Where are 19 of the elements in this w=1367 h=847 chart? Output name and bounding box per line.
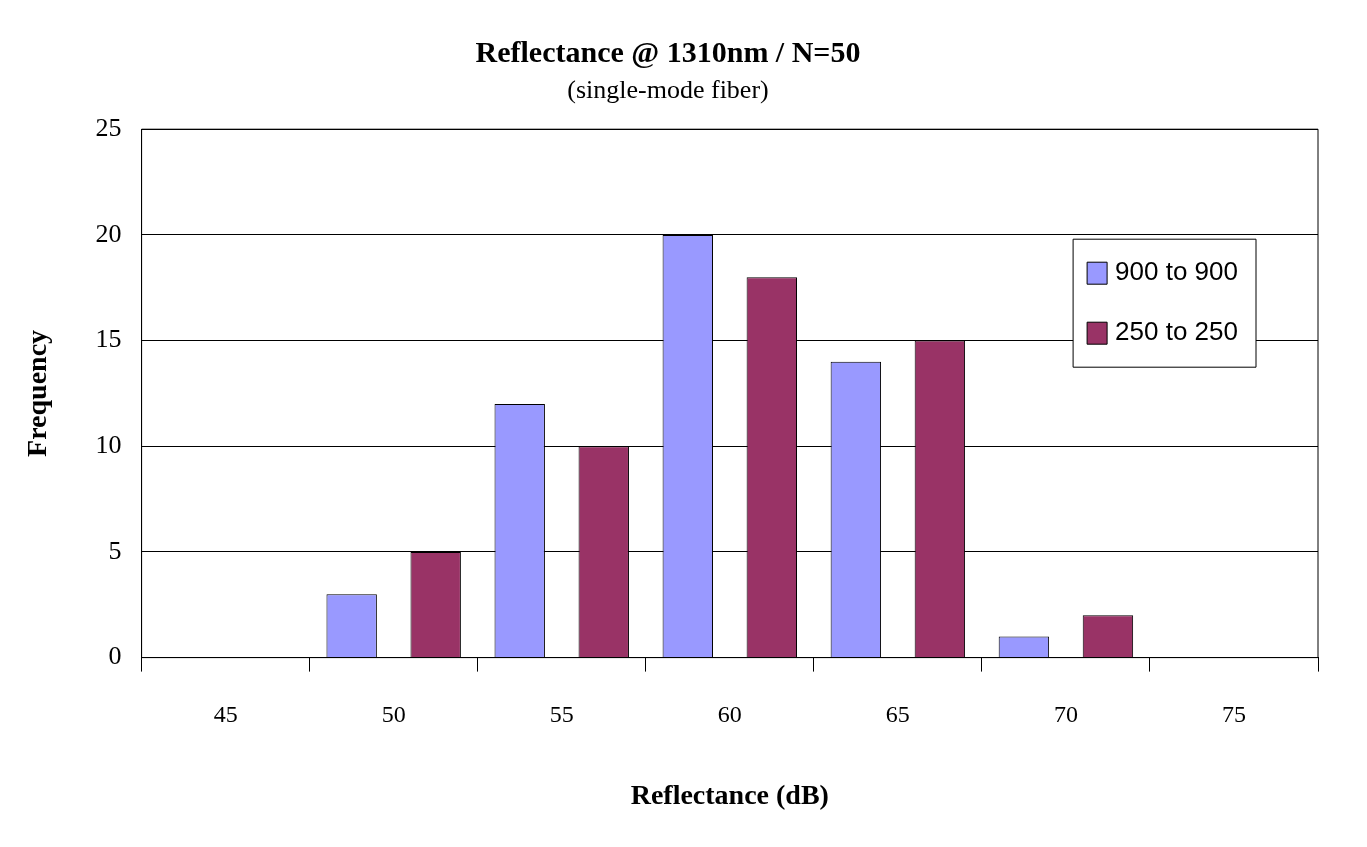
y-tick-label: 5 [108, 535, 122, 565]
x-tick-label: 65 [885, 701, 910, 728]
chart-title: Reflectance @ 1310nm / N=50 [475, 34, 861, 68]
x-tick-label: 60 [717, 701, 742, 728]
legend-label: 900 to 900 [1115, 256, 1238, 287]
y-tick-label: 15 [95, 324, 122, 354]
y-tick-label: 25 [95, 113, 122, 143]
legend-label: 250 to 250 [1115, 316, 1238, 347]
x-tick-label: 75 [1221, 701, 1246, 728]
y-tick-label: 10 [95, 430, 122, 460]
x-tick-label: 45 [213, 701, 238, 728]
x-tick-label: 55 [549, 701, 574, 728]
chart-subtitle: (single-mode fiber) [567, 75, 769, 105]
y-tick-label: 20 [95, 218, 122, 248]
x-axis-title: Reflectance (dB) [630, 779, 829, 811]
y-tick-label: 0 [108, 641, 122, 671]
x-tick-label: 70 [1053, 701, 1078, 728]
x-tick-label: 50 [381, 701, 406, 728]
y-axis-title: Frequency [21, 329, 53, 457]
